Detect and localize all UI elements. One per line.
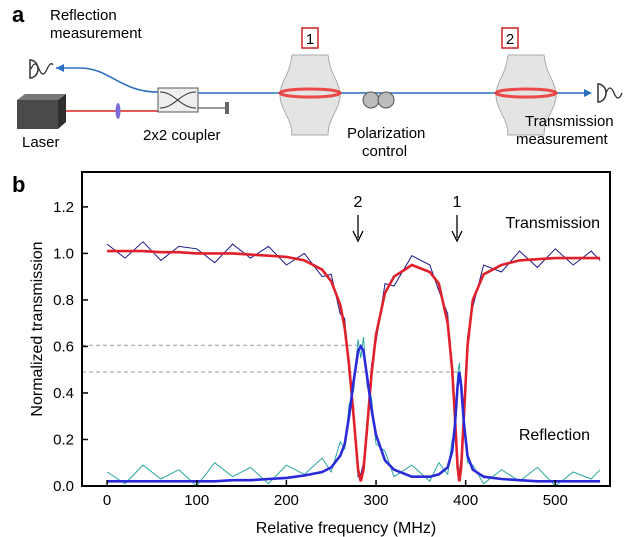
x-tick-label: 100 <box>184 492 209 509</box>
y-tick-label: 1.2 <box>53 199 74 216</box>
laser-side <box>58 94 66 129</box>
series-line <box>107 343 601 483</box>
x-axis-label: Relative frequency (MHz) <box>256 520 437 537</box>
box <box>301 27 319 49</box>
x-tick-label: 300 <box>364 492 389 509</box>
label: control <box>362 143 407 160</box>
label: 2x2 coupler <box>143 127 221 144</box>
x-tick-label: 400 <box>453 492 478 509</box>
detector <box>597 83 607 103</box>
y-tick-label: 0.2 <box>53 431 74 448</box>
panel-label: a <box>12 2 25 27</box>
annotation: Transmission <box>505 215 600 232</box>
y-tick-label: 1.0 <box>53 245 74 262</box>
series-line <box>107 249 601 482</box>
label: Laser <box>22 134 60 151</box>
arrow <box>352 215 364 243</box>
mode <box>278 87 342 99</box>
resonator <box>279 54 341 136</box>
laser-top <box>17 94 66 100</box>
x-tick-label: 500 <box>543 492 568 509</box>
label: Reflection <box>50 7 117 24</box>
x-tick-label: 200 <box>274 492 299 509</box>
loop <box>377 91 395 109</box>
y-axis-label: Normalized transmission <box>29 241 46 416</box>
lens <box>115 103 121 119</box>
label: 2 <box>506 31 514 48</box>
y-tick-label: 0.8 <box>53 292 74 309</box>
loop <box>362 91 380 109</box>
label: 1 <box>306 31 314 48</box>
label: Polarization <box>347 125 425 142</box>
fiber <box>56 67 159 93</box>
wave <box>30 63 54 75</box>
panel-label: b <box>12 172 25 197</box>
label: measurement <box>50 25 143 42</box>
arrow <box>451 215 463 243</box>
y-tick-label: 0.4 <box>53 385 74 402</box>
label: Transmission <box>525 113 614 130</box>
wave <box>605 87 623 99</box>
terminator <box>225 102 229 114</box>
annotation: 1 <box>453 194 462 211</box>
label: measurement <box>516 131 609 148</box>
annotation: 2 <box>354 194 363 211</box>
y-tick-label: 0.6 <box>53 338 74 355</box>
plot-frame <box>81 171 611 487</box>
coupler-lines <box>159 91 197 109</box>
arrow <box>56 64 64 72</box>
arrow <box>584 89 592 97</box>
laser <box>17 100 58 129</box>
x-tick-label: 0 <box>103 492 111 509</box>
box <box>501 27 519 49</box>
annotation: Reflection <box>519 427 590 444</box>
mode <box>494 87 558 99</box>
y-tick-label: 0.0 <box>53 478 74 495</box>
resonator <box>495 54 557 136</box>
